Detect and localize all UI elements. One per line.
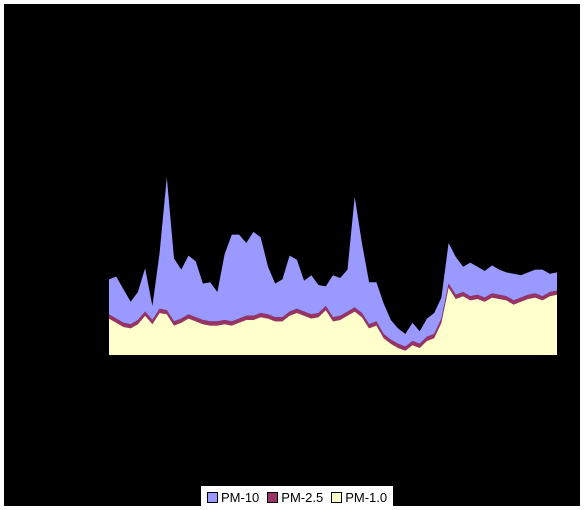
- legend-entry-pm-10: PM-10: [207, 490, 259, 505]
- series-area-pm-1-0: [109, 287, 557, 355]
- legend-label-pm-1-0: PM-1.0: [345, 489, 388, 505]
- legend-label-pm-2-5: PM-2.5: [281, 489, 324, 505]
- series-area-pm-2-5: [109, 283, 557, 351]
- legend: PM-10 PM-2.5 PM-1.0: [201, 486, 394, 508]
- series-area-pm-10: [109, 177, 557, 347]
- legend-label-pm-10: PM-10: [221, 489, 260, 505]
- legend-swatch-pm-2-5: [267, 491, 279, 503]
- legend-entry-pm-2-5: PM-2.5: [267, 490, 323, 505]
- chart-frame: PM-10 PM-2.5 PM-1.0: [4, 4, 580, 508]
- area-chart: [109, 177, 557, 355]
- legend-entry-pm-1-0: PM-1.0: [331, 490, 387, 505]
- legend-swatch-pm-1-0: [331, 491, 343, 503]
- legend-swatch-pm-10: [207, 491, 218, 503]
